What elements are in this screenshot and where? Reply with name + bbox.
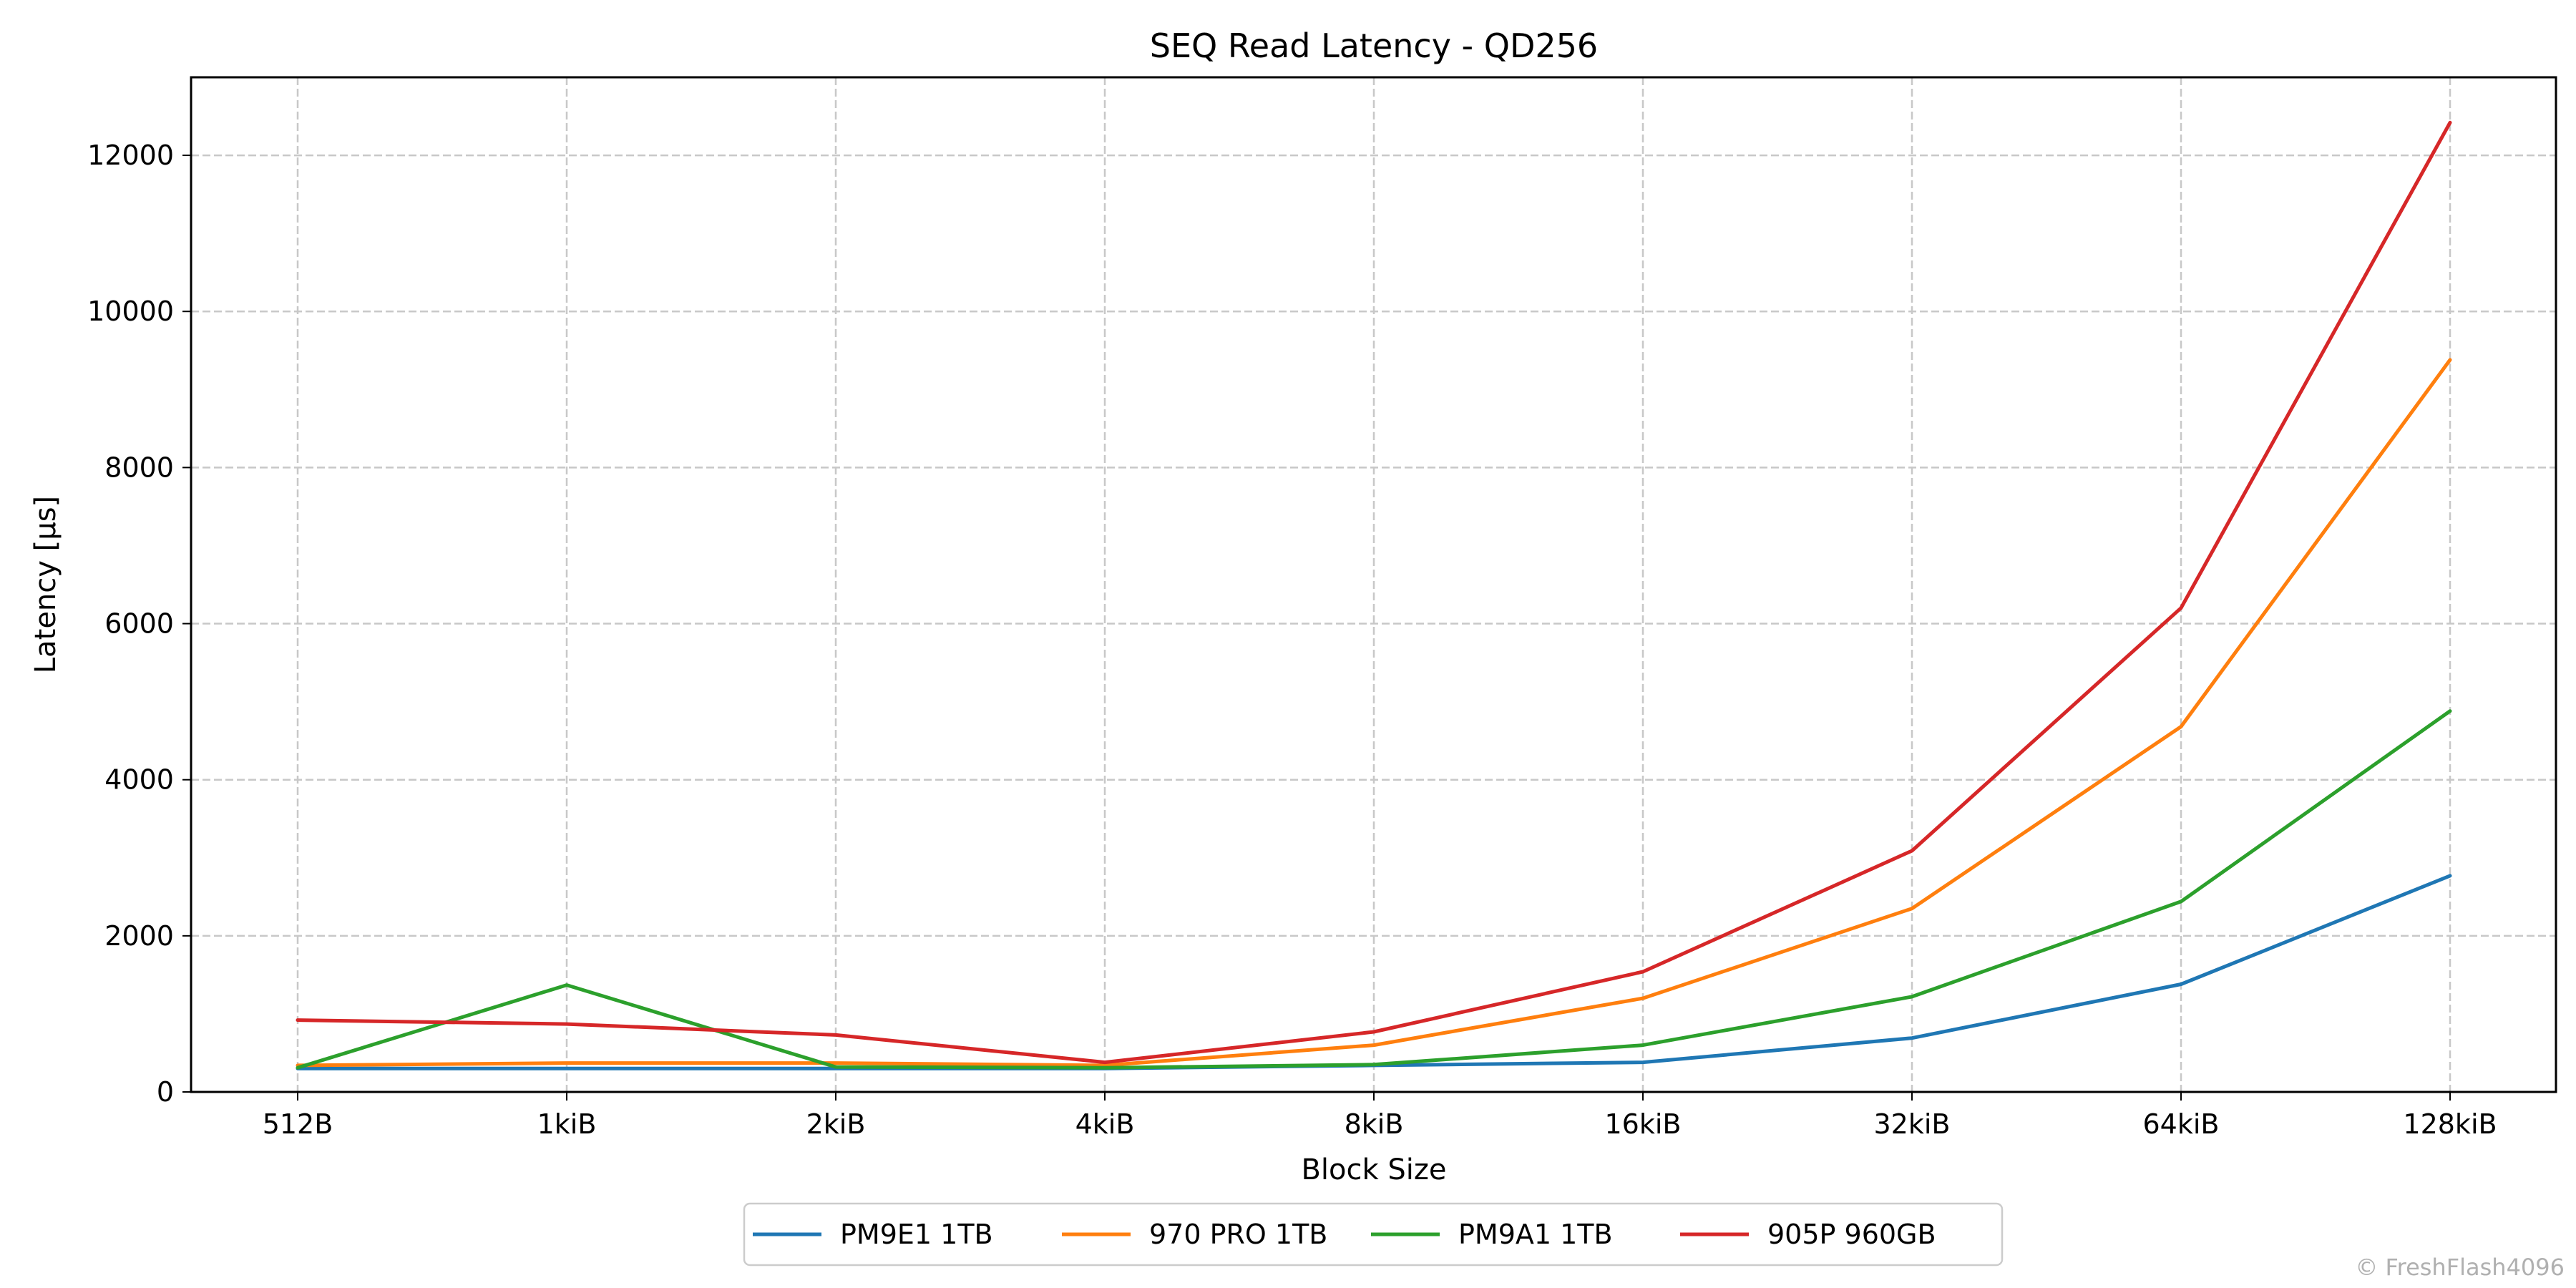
series-line-3 (296, 709, 2452, 1070)
series-lines (296, 120, 2452, 1070)
x-tick-label: 128kiB (2403, 1108, 2497, 1140)
legend-label: PM9E1 1TB (840, 1219, 993, 1250)
x-tick-label: 8kiB (1345, 1108, 1404, 1140)
series-line-4 (296, 120, 2452, 1065)
legend-label: 970 PRO 1TB (1149, 1219, 1327, 1250)
x-tick-label: 16kiB (1605, 1108, 1682, 1140)
x-tick-label: 32kiB (1874, 1108, 1951, 1140)
y-tick-label: 2000 (104, 920, 174, 952)
x-axis-ticks: 512B 1kiB 2kiB 4kiB 8kiB 16kiB 32kiB 64kiB 128ki… (263, 1092, 2497, 1140)
legend-items: PM9E1 1TB 970 PRO 1TB PM9A1 1TB 905P 960GB (753, 1219, 1936, 1250)
x-tick-label: 64kiB (2143, 1108, 2220, 1140)
x-axis-label: Block Size (1301, 1153, 1446, 1186)
y-tick-label: 10000 (87, 296, 174, 327)
y-axis-label: Latency [µs] (29, 496, 62, 673)
grid-lines (191, 77, 2556, 1092)
y-axis-ticks: 0 2000 4000 6000 8000 10000 12000 (87, 140, 191, 1108)
y-tick-label: 0 (157, 1076, 174, 1108)
watermark-text: © FreshFlash4096 (2355, 1254, 2565, 1281)
y-tick-label: 4000 (104, 764, 174, 796)
y-tick-label: 12000 (87, 140, 174, 171)
chart-title: SEQ Read Latency - QD256 (1150, 26, 1598, 65)
legend-label: 905P 960GB (1767, 1219, 1936, 1250)
x-tick-label: 2kiB (806, 1108, 866, 1140)
y-tick-label: 6000 (104, 608, 174, 640)
chart-legend: PM9E1 1TB 970 PRO 1TB PM9A1 1TB 905P 960GB (743, 1202, 2004, 1267)
x-tick-label: 512B (263, 1108, 333, 1140)
x-tick-label: 4kiB (1075, 1108, 1135, 1140)
series-line-2 (296, 358, 2452, 1068)
x-tick-label: 1kiB (537, 1108, 597, 1140)
y-tick-label: 8000 (104, 452, 174, 483)
legend-label: PM9A1 1TB (1458, 1219, 1613, 1250)
